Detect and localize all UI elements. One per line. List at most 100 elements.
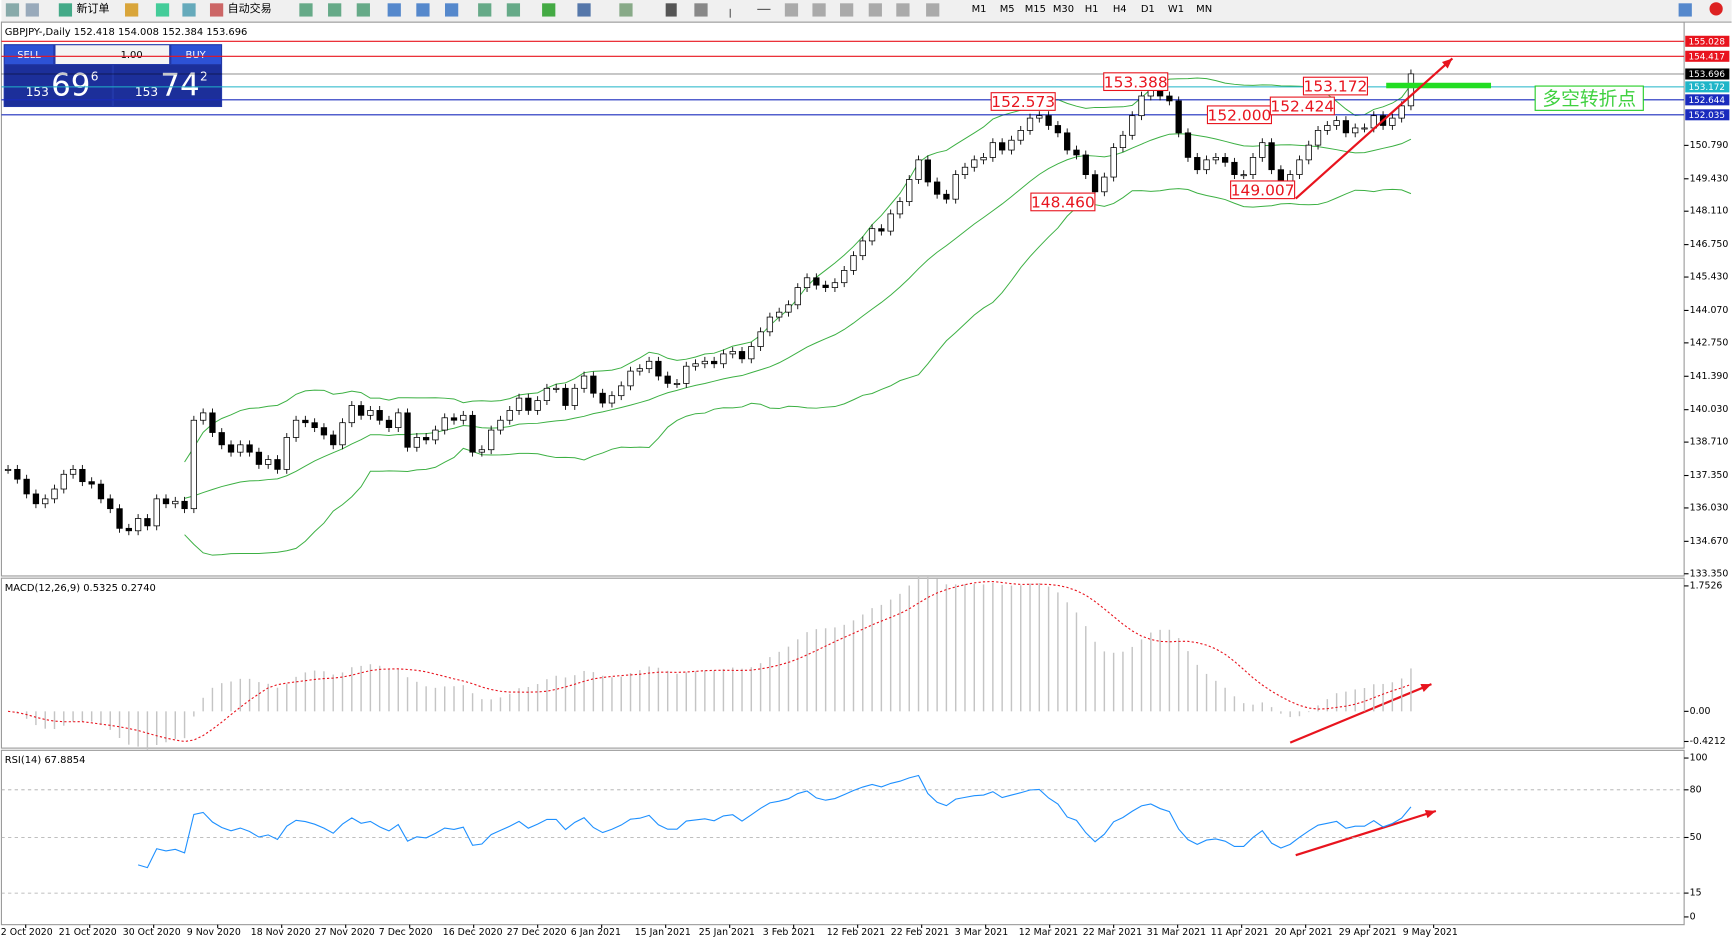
icon[interactable] <box>729 8 731 18</box>
candle <box>1389 117 1396 126</box>
icon[interactable] <box>125 3 139 17</box>
icon[interactable] <box>478 3 492 17</box>
price-tag <box>1685 81 1730 93</box>
timeframe-button[interactable]: M1 <box>972 4 987 15</box>
timeframe-button[interactable]: M5 <box>1000 4 1015 15</box>
icon[interactable] <box>542 3 556 17</box>
timeframe-button[interactable]: W1 <box>1168 4 1184 15</box>
icon[interactable] <box>812 3 826 17</box>
macd-signal <box>7 580 1412 743</box>
price-tag <box>1685 50 1730 62</box>
candle <box>330 434 337 446</box>
x-tick-label: 29 Apr 2021 <box>1339 927 1397 938</box>
candle <box>88 481 95 485</box>
candle <box>441 417 448 431</box>
timeframe-button[interactable]: D1 <box>1141 4 1155 15</box>
candle <box>97 483 105 500</box>
price-tag <box>1685 35 1730 47</box>
buy-button[interactable] <box>171 45 222 64</box>
icon[interactable] <box>444 3 459 17</box>
candle <box>478 449 486 453</box>
buy-price-box[interactable] <box>113 65 222 106</box>
candle <box>599 392 606 404</box>
annotation-label: 152.000 <box>1208 106 1272 124</box>
sell-button[interactable] <box>4 45 54 64</box>
candle <box>1277 169 1285 183</box>
candle <box>841 270 848 284</box>
candle <box>1305 144 1312 161</box>
y-tick-label: 0.00 <box>1690 706 1711 717</box>
candle <box>302 419 309 424</box>
candle <box>1184 132 1192 158</box>
timeframe-button[interactable]: H4 <box>1113 4 1127 15</box>
buy-label[interactable]: BUY <box>186 50 207 61</box>
icon[interactable] <box>784 3 799 17</box>
candle <box>320 427 328 436</box>
candle <box>710 360 718 365</box>
x-tick-label: 20 Apr 2021 <box>1275 927 1333 938</box>
icon[interactable] <box>868 3 882 17</box>
icon[interactable] <box>299 3 313 17</box>
icon[interactable] <box>926 3 940 17</box>
candle <box>1352 127 1359 134</box>
icon[interactable] <box>387 3 401 17</box>
y-tick-label: 50 <box>1690 832 1702 843</box>
icon[interactable] <box>58 3 73 17</box>
x-tick-label: 15 Jan 2021 <box>635 927 691 938</box>
lots[interactable]: 1.00 <box>121 50 143 61</box>
candle <box>738 351 746 360</box>
candle <box>23 478 30 495</box>
icon[interactable] <box>619 3 633 17</box>
timeframe-button[interactable]: H1 <box>1085 4 1099 15</box>
icon[interactable] <box>506 3 521 17</box>
x-tick-label: 3 Feb 2021 <box>763 927 815 938</box>
sell-price-box[interactable] <box>4 65 112 106</box>
icon[interactable] <box>896 3 910 17</box>
timeframe-button[interactable]: M30 <box>1053 4 1074 15</box>
icon[interactable] <box>416 3 430 17</box>
rsi-title: RSI(14) 67.8854 <box>5 755 86 766</box>
auto-trading[interactable]: 自动交易 <box>228 1 272 15</box>
icon[interactable] <box>757 8 771 10</box>
candle <box>1231 161 1238 175</box>
icon[interactable] <box>25 3 39 17</box>
candle <box>255 451 263 465</box>
trend-arrow <box>1294 57 1454 200</box>
timeframe-button[interactable]: MN <box>1196 4 1212 15</box>
chart-title: GBPJPY-,Daily 152.418 154.008 152.384 15… <box>5 27 248 38</box>
icon[interactable] <box>5 3 20 17</box>
icon[interactable] <box>155 3 170 17</box>
candle <box>636 368 643 372</box>
icon[interactable] <box>577 3 591 17</box>
lots-input[interactable] <box>55 45 170 64</box>
candle <box>971 159 978 168</box>
icon[interactable] <box>328 3 342 17</box>
icon[interactable] <box>1678 3 1692 17</box>
candle <box>69 468 77 475</box>
icon[interactable] <box>665 3 677 17</box>
candle <box>1194 157 1201 171</box>
icon[interactable] <box>356 3 370 17</box>
x-tick-label: 6 Jan 2021 <box>571 927 621 938</box>
sell-label[interactable]: SELL <box>17 50 41 61</box>
candle <box>813 277 820 286</box>
icon[interactable] <box>209 3 224 17</box>
icon[interactable] <box>182 3 196 17</box>
y-tick-label: 137.350 <box>1690 470 1729 481</box>
candle <box>868 228 876 242</box>
x-tick-label: 3 Mar 2021 <box>955 927 1008 938</box>
candle <box>144 518 151 527</box>
annotation-label: 148.460 <box>1031 194 1095 212</box>
icon[interactable] <box>840 3 854 17</box>
candle <box>1101 176 1108 193</box>
new-order[interactable]: 新订单 <box>76 1 109 15</box>
candle <box>357 405 365 416</box>
icon[interactable] <box>694 3 708 17</box>
annotation-label: 152.573 <box>991 93 1055 111</box>
timeframe-button[interactable]: M15 <box>1025 4 1046 15</box>
candle <box>265 459 272 465</box>
candle <box>32 493 40 505</box>
notification[interactable] <box>1709 2 1723 16</box>
bollinger-band <box>184 188 1412 556</box>
annotation-label: 149.007 <box>1231 181 1295 199</box>
